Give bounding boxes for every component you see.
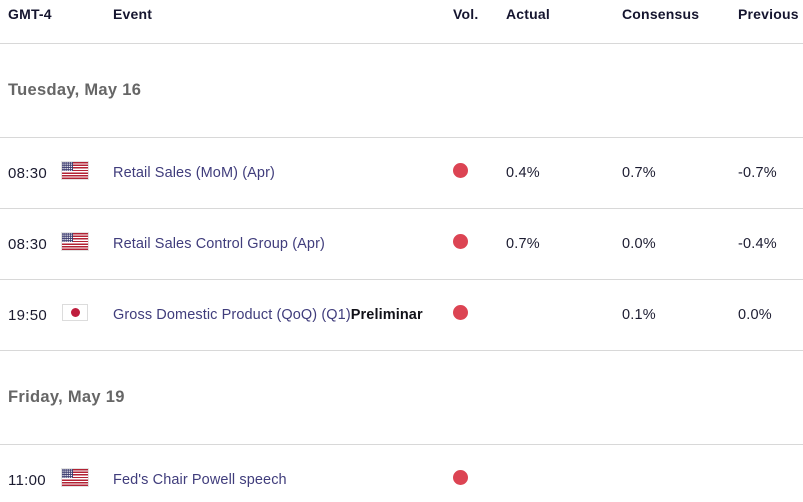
volatility-dot-icon	[453, 305, 468, 320]
column-header-time: GMT-4	[8, 6, 52, 22]
day-section-header: Tuesday, May 16	[0, 44, 803, 138]
event-title[interactable]: Fed's Chair Powell speech	[113, 472, 287, 488]
event-row[interactable]: 08:30 Retail Sales (MoM) (Apr) 0.4% 0.7%…	[0, 138, 803, 209]
previous-value: 0.0%	[738, 307, 772, 323]
column-header-event: Event	[113, 6, 153, 22]
consensus-value: 0.0%	[622, 236, 656, 252]
column-header-volatility: Vol.	[453, 6, 479, 22]
consensus-value: 0.7%	[622, 165, 656, 181]
event-title[interactable]: Gross Domestic Product (QoQ) (Q1)	[113, 307, 351, 323]
volatility-dot-icon	[453, 234, 468, 249]
previous-value: -0.7%	[738, 165, 777, 181]
consensus-value: 0.1%	[622, 307, 656, 323]
event-row[interactable]: 11:00 Fed's Chair Powell speech	[0, 445, 803, 502]
event-time: 08:30	[8, 164, 48, 182]
previous-value: -0.4%	[738, 236, 777, 252]
us-flag-icon	[61, 468, 89, 487]
calendar-header-row: GMT-4 Event Vol. Actual Consensus Previo…	[0, 0, 803, 44]
day-label: Friday, May 19	[8, 388, 125, 406]
event-row[interactable]: 08:30 Retail Sales Control Group (Apr) 0…	[0, 209, 803, 280]
actual-value: 0.7%	[506, 236, 540, 252]
event-time: 08:30	[8, 235, 48, 253]
event-row[interactable]: 19:50 Gross Domestic Product (QoQ) (Q1)P…	[0, 280, 803, 351]
column-header-previous: Previous	[738, 6, 799, 22]
actual-value: 0.4%	[506, 165, 540, 181]
event-time: 19:50	[8, 306, 48, 324]
column-header-consensus: Consensus	[622, 6, 700, 22]
us-flag-icon	[61, 232, 89, 251]
event-time: 11:00	[8, 471, 46, 489]
volatility-dot-icon	[453, 470, 468, 485]
day-label: Tuesday, May 16	[8, 81, 142, 99]
volatility-dot-icon	[453, 163, 468, 178]
event-title[interactable]: Retail Sales (MoM) (Apr)	[113, 165, 275, 181]
event-title[interactable]: Retail Sales Control Group (Apr)	[113, 236, 325, 252]
us-flag-icon	[61, 161, 89, 180]
day-section-header: Friday, May 19	[0, 351, 803, 445]
table-body: Tuesday, May 16 08:30 Retail Sales (MoM)…	[0, 44, 803, 502]
japan-flag-icon	[62, 304, 88, 321]
event-title-suffix: Preliminar	[350, 307, 423, 323]
column-header-actual: Actual	[506, 6, 550, 22]
